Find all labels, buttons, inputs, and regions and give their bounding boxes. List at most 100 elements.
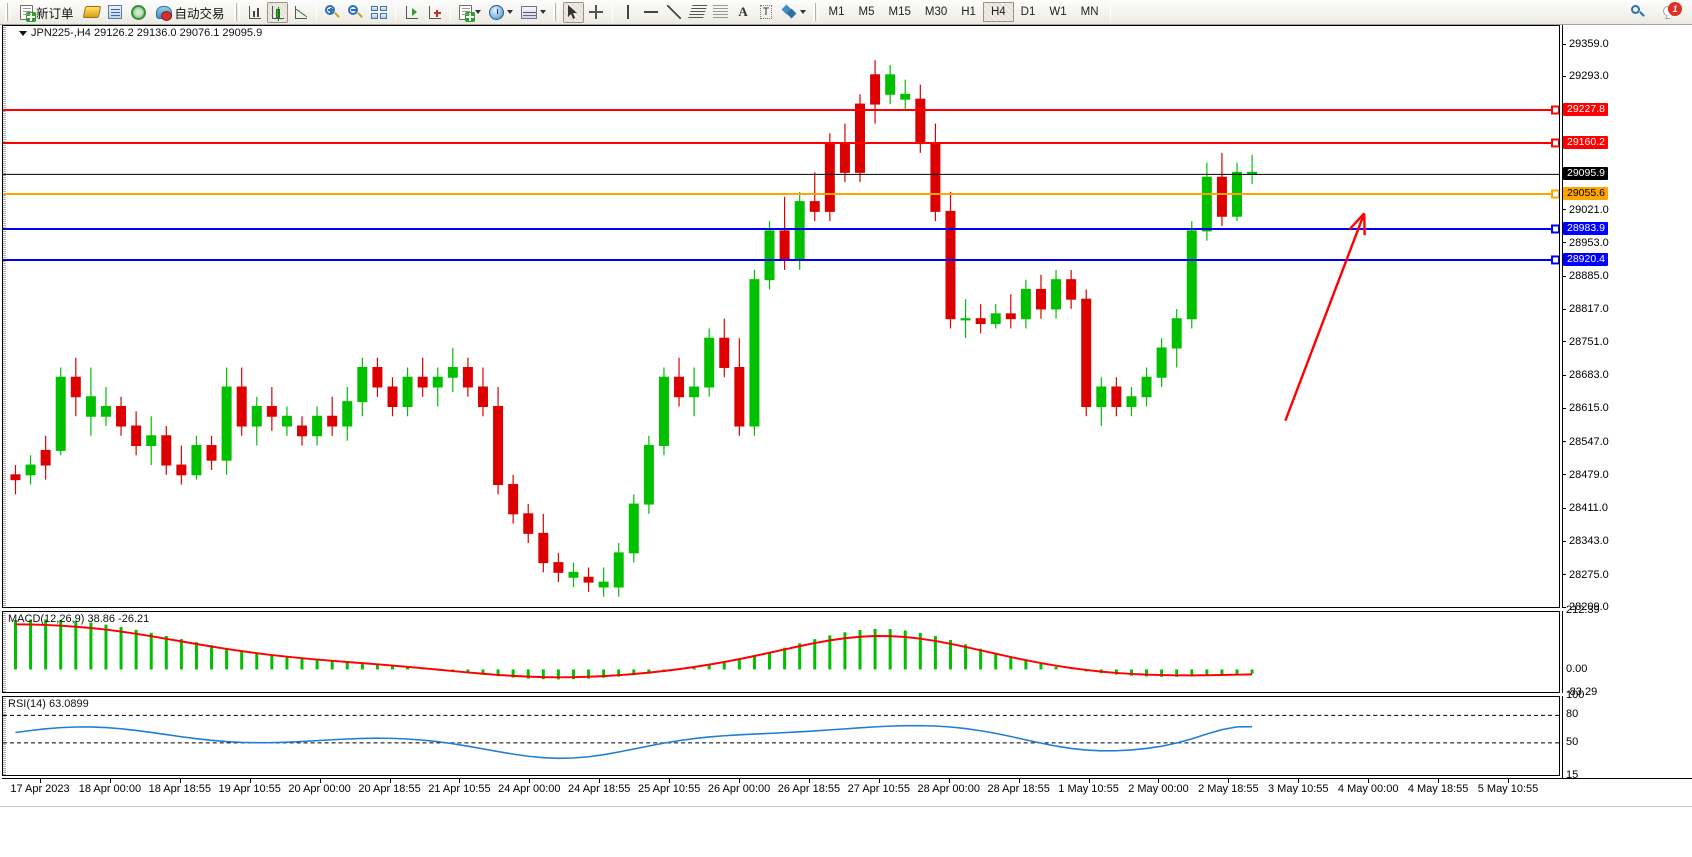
messages-button[interactable]: 1 bbox=[1660, 2, 1683, 23]
text-label-button[interactable]: T bbox=[756, 2, 777, 23]
time-axis-label: 28 Apr 18:55 bbox=[987, 783, 1050, 795]
rsi-panel[interactable]: RSI(14) 63.0899 bbox=[2, 696, 1560, 776]
chat-icon: 1 bbox=[1663, 2, 1682, 19]
rsi-panel-grip[interactable] bbox=[3, 697, 6, 775]
macd-axis-tick: -83.29 bbox=[1566, 686, 1598, 698]
zoom-out-button[interactable] bbox=[345, 2, 366, 23]
timeframe-m15[interactable]: M15 bbox=[888, 6, 911, 18]
indicators-menu-button[interactable] bbox=[518, 2, 549, 23]
timeframe-menu-button[interactable] bbox=[486, 2, 516, 23]
chevron-down-icon-2[interactable] bbox=[506, 10, 513, 14]
chart-area[interactable]: JPN225-,H4 29126.2 29136.0 29076.1 29095… bbox=[0, 25, 1692, 857]
chart-shift-icon bbox=[404, 5, 419, 20]
macd-panel[interactable]: MACD(12,26,9) 38.86 -26.21 bbox=[2, 611, 1560, 693]
news-button[interactable] bbox=[105, 2, 126, 23]
time-axis-label: 24 Apr 00:00 bbox=[498, 783, 561, 795]
time-axis-tick bbox=[40, 779, 41, 783]
time-axis-tick bbox=[1088, 779, 1090, 783]
cursor-tool-button[interactable] bbox=[562, 1, 584, 23]
candlestick-chart-button[interactable] bbox=[266, 1, 288, 23]
auto-trading-label: 自动交易 bbox=[174, 6, 225, 21]
toolbar-grip-2[interactable] bbox=[233, 3, 240, 21]
chart-collapse-icon[interactable] bbox=[19, 30, 27, 36]
crosshair-tool-button[interactable] bbox=[586, 2, 607, 23]
price-axis-tick: 28411.0 bbox=[1562, 502, 1608, 514]
shapes-menu-button[interactable] bbox=[779, 2, 809, 23]
time-axis[interactable]: 17 Apr 2023 18 Apr 00:00 18 Apr 18:55 19 Ap… bbox=[2, 778, 1692, 806]
toolbar-grip[interactable] bbox=[5, 3, 11, 21]
toolbar-grip-4[interactable] bbox=[812, 3, 819, 21]
time-axis-label: 20 Apr 18:55 bbox=[358, 783, 421, 795]
price-panel-grip[interactable] bbox=[3, 26, 6, 607]
time-axis-tick bbox=[599, 779, 601, 783]
price-axis-tick: 28343.0 bbox=[1562, 535, 1609, 547]
clock-icon bbox=[488, 4, 504, 20]
fibonacci-button[interactable] bbox=[710, 2, 731, 23]
timeframe-w1[interactable]: W1 bbox=[1049, 6, 1067, 18]
chart-shift-button[interactable] bbox=[401, 2, 422, 23]
time-axis-label: 2 May 00:00 bbox=[1128, 783, 1189, 795]
timeframe-m30[interactable]: M30 bbox=[924, 6, 948, 18]
rsi-axis-line bbox=[1562, 696, 1563, 778]
text-icon: A bbox=[738, 4, 748, 19]
price-chart-panel[interactable]: JPN225-,H4 29126.2 29136.0 29076.1 29095… bbox=[2, 25, 1560, 608]
time-axis-tick bbox=[1228, 779, 1230, 783]
time-axis-tick bbox=[1368, 779, 1370, 783]
indicators-icon bbox=[520, 5, 537, 19]
new-chart-button[interactable] bbox=[456, 2, 484, 23]
price-level-chip-support[interactable]: 28983.9 bbox=[1563, 222, 1608, 236]
price-level-chip-support[interactable]: 28920.4 bbox=[1563, 253, 1608, 267]
trendline-icon bbox=[667, 5, 682, 19]
auto-trading-button[interactable]: 自动交易 bbox=[151, 2, 230, 23]
horizontal-line-button[interactable] bbox=[641, 2, 662, 23]
price-level-chip-orange-level[interactable]: 29055.6 bbox=[1563, 187, 1608, 201]
macd-plot bbox=[13, 619, 1254, 680]
timeframe-d1[interactable]: D1 bbox=[1020, 6, 1036, 18]
chevron-down-icon-4[interactable] bbox=[799, 10, 806, 14]
metaeditor-button[interactable] bbox=[81, 2, 103, 23]
timeframe-m1[interactable]: M1 bbox=[828, 6, 845, 18]
price-axis[interactable]: 29359.0 29293.0 29021.0 28953.0 28885.0 28817… bbox=[1562, 25, 1690, 781]
search-button[interactable] bbox=[1627, 2, 1648, 23]
time-axis-label: 18 Apr 00:00 bbox=[78, 783, 142, 795]
price-axis-tick: 29293.0 bbox=[1562, 70, 1609, 82]
text-label-icon: T bbox=[759, 5, 773, 19]
price-level-chip-last-price[interactable]: 29095.9 bbox=[1563, 167, 1608, 181]
main-toolbar: 新订单 自动交易 bbox=[0, 0, 1692, 25]
radar-icon bbox=[130, 4, 146, 20]
tile-windows-button[interactable] bbox=[368, 2, 390, 23]
auto-scroll-button[interactable] bbox=[424, 2, 445, 23]
new-order-button[interactable]: 新订单 bbox=[15, 2, 79, 23]
new-order-icon bbox=[20, 4, 36, 22]
bar-chart-button[interactable] bbox=[244, 2, 265, 23]
signals-button[interactable] bbox=[128, 2, 149, 23]
chart-bottom-bar bbox=[0, 806, 1692, 857]
time-axis-label: 4 May 00:00 bbox=[1337, 783, 1399, 795]
zoom-in-icon bbox=[325, 5, 340, 19]
timeframe-h1[interactable]: H1 bbox=[961, 6, 976, 18]
auto-scroll-icon bbox=[427, 5, 442, 20]
cursor-icon bbox=[568, 5, 578, 19]
channel-icon bbox=[687, 4, 707, 20]
chevron-down-icon-3[interactable] bbox=[539, 10, 546, 14]
timeframe-mn[interactable]: MN bbox=[1080, 6, 1099, 18]
vertical-line-button[interactable] bbox=[618, 2, 639, 23]
chevron-down-icon[interactable] bbox=[474, 10, 481, 14]
zoom-in-button[interactable] bbox=[322, 2, 343, 23]
price-level-chip-resistance[interactable]: 29160.2 bbox=[1563, 135, 1608, 149]
symbol-ohlc-text: JPN225-,H4 29126.2 29136.0 29076.1 29095… bbox=[31, 27, 263, 39]
price-level-chip-resistance[interactable]: 29227.8 bbox=[1563, 102, 1608, 116]
trendline-button[interactable] bbox=[664, 2, 685, 23]
timeframe-m5[interactable]: M5 bbox=[858, 6, 875, 18]
timeframe-h4[interactable]: H4 bbox=[982, 2, 1014, 22]
text-tool-button[interactable]: A bbox=[733, 2, 754, 23]
macd-axis-tick: 0.00 bbox=[1566, 662, 1588, 675]
macd-label: MACD(12,26,9) 38.86 -26.21 bbox=[8, 613, 150, 625]
macd-panel-grip[interactable] bbox=[3, 612, 6, 692]
price-axis-tick: 29021.0 bbox=[1562, 204, 1609, 216]
equidistant-channel-button[interactable] bbox=[687, 2, 708, 23]
price-axis-tick: 28751.0 bbox=[1562, 336, 1609, 348]
vertical-line-icon bbox=[627, 5, 630, 19]
line-chart-button[interactable] bbox=[290, 2, 311, 23]
toolbar-grip-3[interactable] bbox=[552, 3, 559, 21]
